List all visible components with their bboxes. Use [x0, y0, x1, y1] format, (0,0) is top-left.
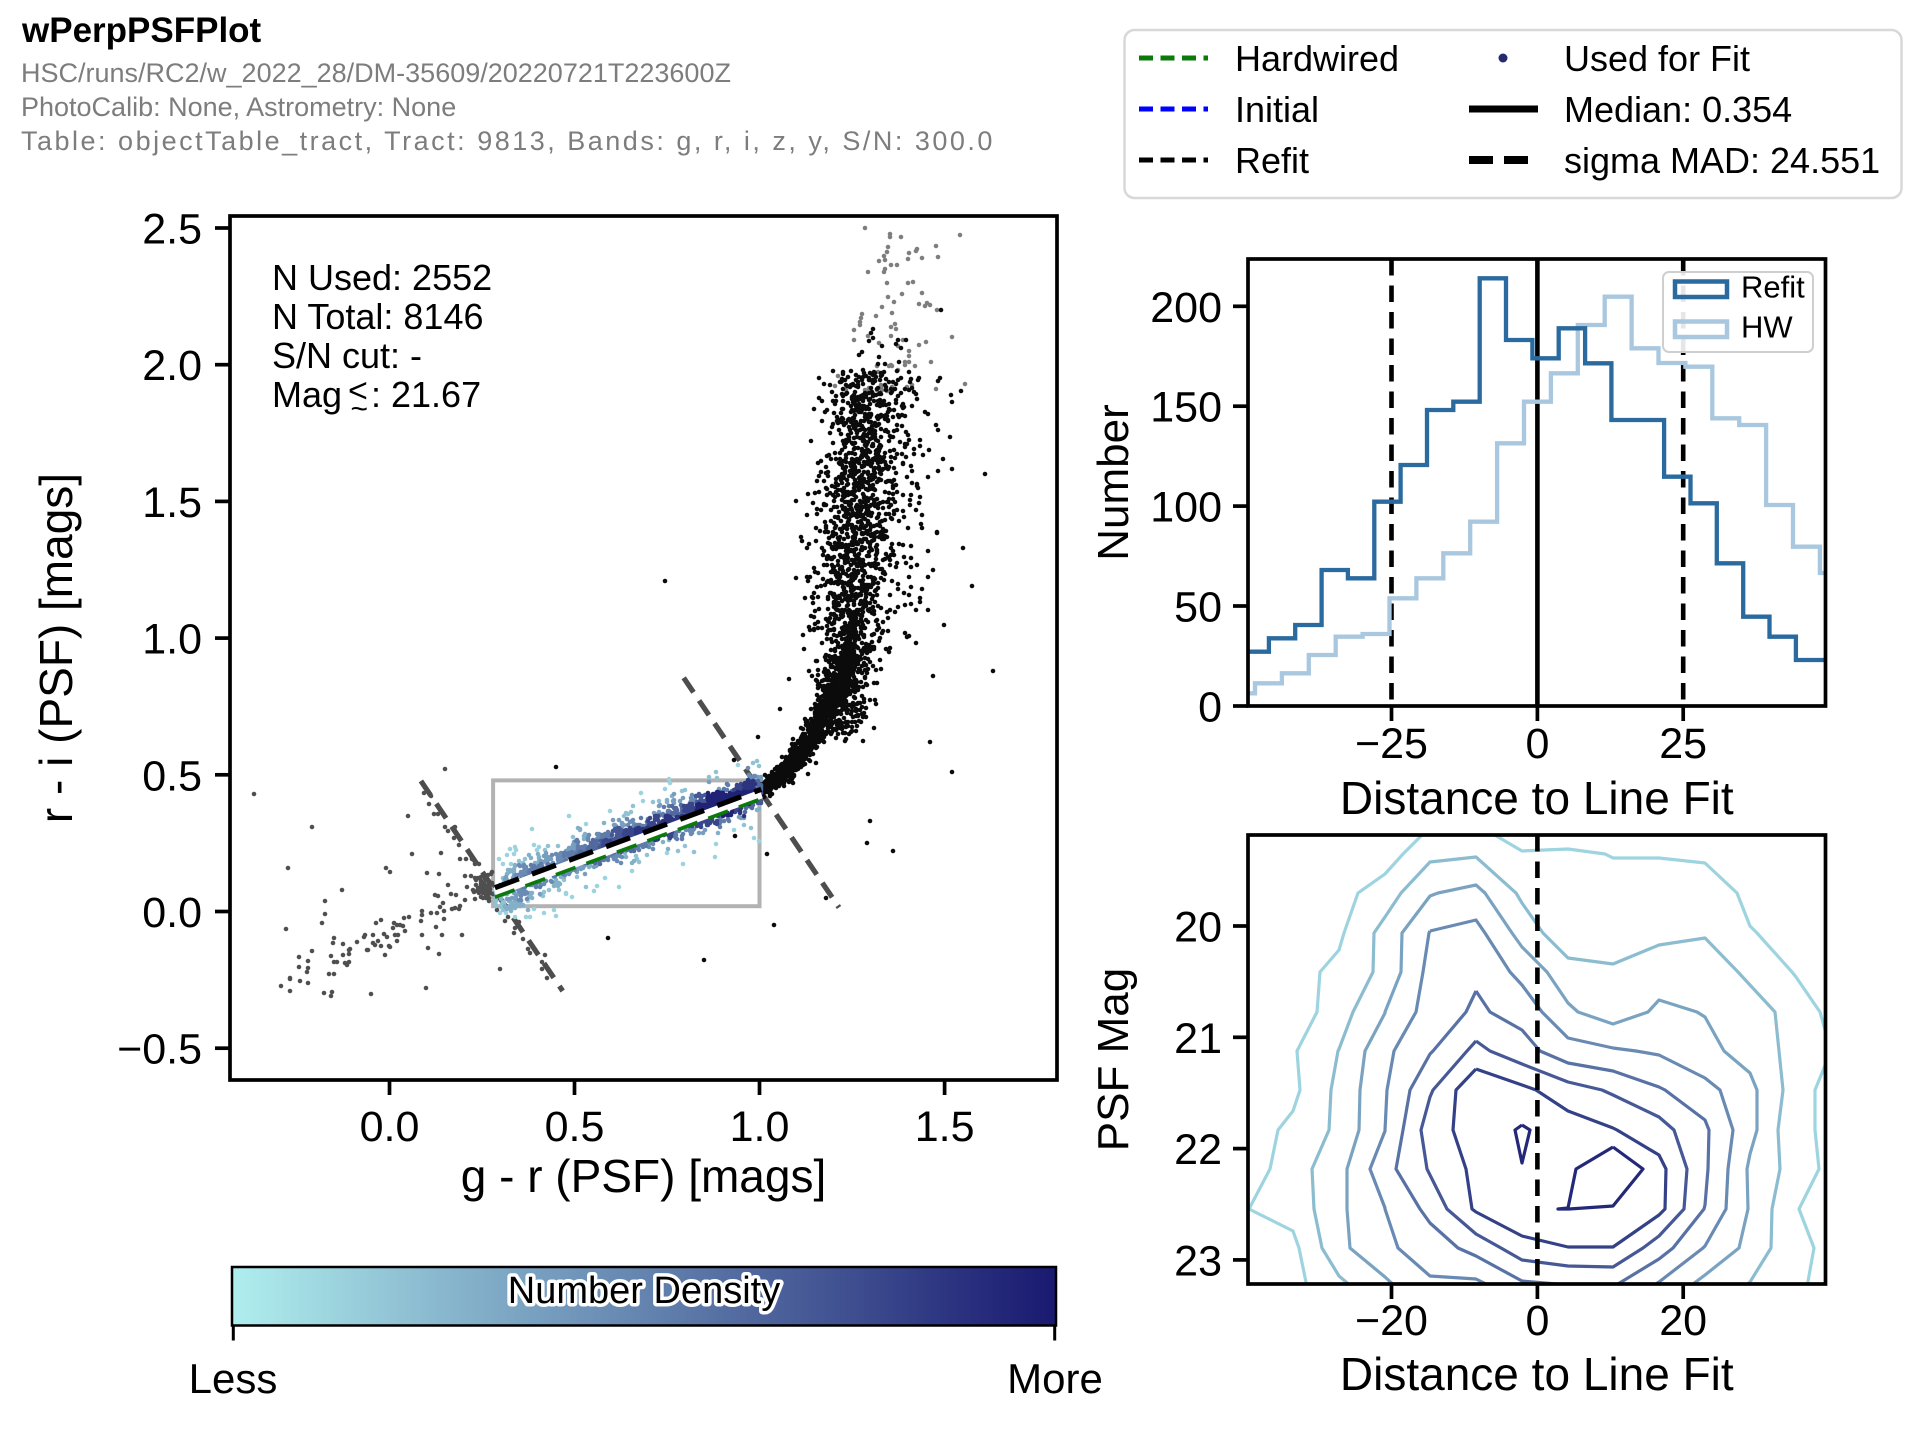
svg-text:Refit: Refit	[1235, 140, 1309, 181]
svg-text:r - i (PSF) [mags]: r - i (PSF) [mags]	[30, 473, 82, 823]
svg-text:Distance to Line Fit: Distance to Line Fit	[1340, 772, 1734, 824]
svg-text:1.5: 1.5	[142, 479, 202, 527]
svg-text:0: 0	[1198, 684, 1222, 732]
svg-text:~: ~	[351, 393, 369, 426]
svg-text:1.5: 1.5	[915, 1103, 975, 1151]
svg-text:Less: Less	[189, 1355, 278, 1402]
svg-text:22: 22	[1174, 1126, 1222, 1174]
svg-text:g - r (PSF) [mags]: g - r (PSF) [mags]	[461, 1150, 826, 1202]
svg-text:0.5: 0.5	[545, 1103, 605, 1151]
svg-text:HW: HW	[1741, 310, 1793, 345]
svg-text:150: 150	[1150, 384, 1222, 432]
svg-text:Median: 0.354: Median: 0.354	[1564, 89, 1792, 130]
svg-text:0: 0	[1525, 720, 1549, 768]
svg-text:0.0: 0.0	[142, 889, 202, 937]
svg-text:21: 21	[1174, 1015, 1222, 1063]
svg-text:−0.5: −0.5	[117, 1026, 202, 1074]
svg-text:Mag: Mag	[272, 374, 342, 415]
svg-text:N Used: 2552: N Used: 2552	[272, 257, 492, 298]
svg-text:−20: −20	[1355, 1297, 1428, 1345]
svg-text:PSF Mag: PSF Mag	[1089, 968, 1138, 1151]
svg-text:Used for Fit: Used for Fit	[1564, 38, 1750, 79]
svg-text:50: 50	[1174, 584, 1222, 632]
svg-text:Number: Number	[1089, 404, 1138, 561]
svg-text:0.5: 0.5	[142, 752, 202, 800]
svg-text:Refit: Refit	[1741, 270, 1805, 305]
svg-text:N Total: 8146: N Total: 8146	[272, 296, 483, 337]
svg-text:1.0: 1.0	[142, 616, 202, 664]
svg-text:sigma MAD: 24.551: sigma MAD: 24.551	[1564, 140, 1880, 181]
svg-text:Initial: Initial	[1235, 89, 1319, 130]
svg-text:wPerpPSFPlot: wPerpPSFPlot	[21, 11, 262, 50]
svg-text:200: 200	[1150, 284, 1222, 332]
svg-text:2.5: 2.5	[142, 206, 202, 254]
svg-text:PhotoCalib: None, Astrometry:: PhotoCalib: None, Astrometry: None	[21, 92, 456, 122]
svg-text:Table: objectTable_tract, Trac: Table: objectTable_tract, Tract: 9813, B…	[21, 126, 995, 156]
svg-text:100: 100	[1150, 484, 1222, 532]
svg-text:<: <	[348, 372, 368, 410]
svg-text:20: 20	[1174, 904, 1222, 952]
svg-text:−25: −25	[1355, 720, 1428, 768]
svg-text:20: 20	[1659, 1297, 1707, 1345]
svg-text:Hardwired: Hardwired	[1235, 38, 1399, 79]
svg-text:S/N cut: -: S/N cut: -	[272, 335, 422, 376]
svg-text:0: 0	[1525, 1297, 1549, 1345]
svg-text:1.0: 1.0	[730, 1103, 790, 1151]
svg-text:More: More	[1007, 1355, 1103, 1402]
svg-text:25: 25	[1659, 720, 1707, 768]
svg-text:Number Density: Number Density	[508, 1270, 780, 1312]
svg-text:: 21.67: : 21.67	[371, 374, 481, 415]
svg-text:2.0: 2.0	[142, 342, 202, 390]
svg-text:0.0: 0.0	[360, 1103, 420, 1151]
svg-text:23: 23	[1174, 1237, 1222, 1285]
svg-text:Distance to Line Fit: Distance to Line Fit	[1340, 1348, 1734, 1400]
svg-text:HSC/runs/RC2/w_2022_28/DM-3560: HSC/runs/RC2/w_2022_28/DM-35609/20220721…	[21, 58, 731, 88]
